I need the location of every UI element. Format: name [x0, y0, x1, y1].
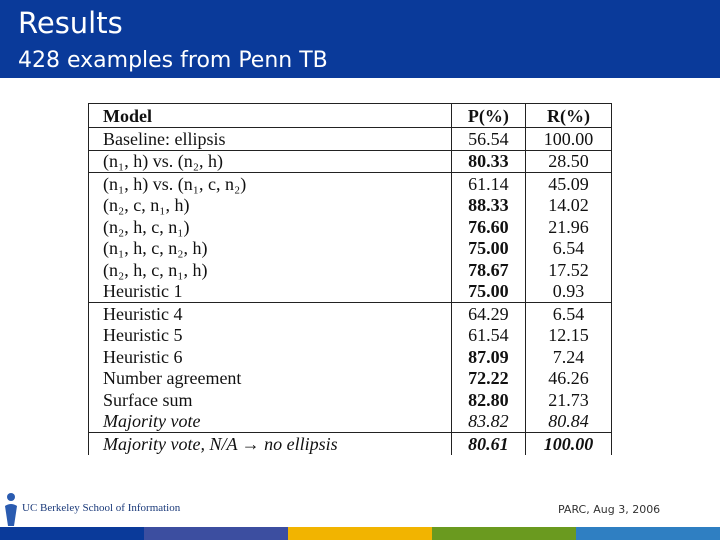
- value-cell: 21.96: [525, 216, 612, 238]
- results-table: Model P(%) R(%) Baseline: ellipsis 56.54 100.…: [88, 103, 612, 455]
- table-row: Heuristic 4 64.29 6.54: [89, 302, 612, 325]
- model-cell: (n₁, h) vs. (n₂, h): [88, 150, 452, 173]
- value-cell: 56.54: [450, 127, 526, 151]
- table-row: (n₂, h, c, n₁) 76.60 21.96: [89, 216, 612, 238]
- model-cell: (n₁, h) vs. (n₁, c, n₂): [103, 173, 247, 194]
- column-header: Model: [88, 103, 452, 128]
- model-cell: (n₁, h, c, n₂, h): [103, 238, 208, 259]
- model-cell: Heuristic 5: [103, 325, 183, 346]
- model-cell: (n₂, c, n₁, h): [103, 195, 190, 216]
- slide-subtitle: 428 examples from Penn TB: [18, 48, 328, 73]
- value-cell: 87.09: [450, 346, 526, 368]
- header-band: Results 428 examples from Penn TB: [0, 0, 720, 78]
- value-cell: 76.60: [450, 216, 526, 238]
- table-row: Baseline: ellipsis 56.54 100.00: [88, 127, 612, 151]
- model-cell: Heuristic 4: [103, 303, 183, 324]
- value-cell: 82.80: [450, 389, 526, 411]
- value-cell: 14.02: [525, 194, 612, 216]
- value-cell: 46.26: [525, 367, 612, 389]
- value-cell: 100.00: [525, 432, 612, 455]
- table-row: (n₂, c, n₁, h) 88.33 14.02: [89, 194, 612, 216]
- table-row: Heuristic 1 75.00 0.93: [88, 280, 612, 303]
- value-cell: 61.14: [450, 172, 526, 195]
- value-cell: 12.15: [525, 324, 612, 346]
- value-cell: 6.54: [525, 237, 612, 259]
- model-cell: Heuristic 1: [88, 280, 452, 303]
- column-header: R(%): [525, 103, 612, 128]
- model-cell: Majority vote, N/A → no ellipsis: [103, 433, 338, 454]
- model-cell: Heuristic 6: [103, 346, 183, 367]
- table-row: Number agreement 72.22 46.26: [89, 367, 612, 389]
- value-cell: 88.33: [450, 194, 526, 216]
- value-cell: 75.00: [450, 237, 526, 259]
- model-cell: Baseline: ellipsis: [88, 127, 452, 151]
- table-row: (n₂, h, c, n₁, h) 78.67 17.52: [89, 259, 612, 281]
- value-cell: 72.22: [450, 367, 526, 389]
- value-cell: 6.54: [525, 302, 612, 325]
- value-cell: 75.00: [450, 280, 526, 303]
- value-cell: 100.00: [525, 127, 612, 151]
- table-row: Heuristic 5 61.54 12.15: [89, 324, 612, 346]
- value-cell: 78.67: [450, 259, 526, 281]
- table-row: Majority vote, N/A → no ellipsis 80.61 100…: [89, 432, 612, 455]
- logo-icon: [5, 493, 17, 526]
- footer-bar: [0, 527, 720, 540]
- model-cell: Number agreement: [103, 368, 242, 389]
- footer-note: PARC, Aug 3, 2006: [558, 503, 661, 516]
- model-cell: (n₂, h, c, n₁, h): [103, 259, 208, 280]
- model-cell: (n₂, h, c, n₁): [103, 216, 190, 237]
- value-cell: 80.33: [450, 150, 526, 173]
- header-row: Model P(%) R(%): [88, 103, 612, 128]
- value-cell: 7.24: [525, 346, 612, 368]
- value-cell: 21.73: [525, 389, 612, 411]
- value-cell: 80.84: [525, 410, 612, 433]
- slide-title: Results: [18, 6, 123, 40]
- model-cell: Surface sum: [103, 389, 193, 410]
- table-row: Majority vote 83.82 80.84: [88, 410, 612, 433]
- value-cell: 0.93: [525, 280, 612, 303]
- value-cell: 17.52: [525, 259, 612, 281]
- value-cell: 83.82: [450, 410, 526, 433]
- value-cell: 28.50: [525, 150, 612, 173]
- value-cell: 61.54: [450, 324, 526, 346]
- value-cell: 80.61: [450, 432, 526, 455]
- table-row: Heuristic 6 87.09 7.24: [89, 346, 612, 368]
- value-cell: 45.09: [525, 172, 612, 195]
- table-row: (n₁, h) vs. (n₁, c, n₂) 61.14 45.09: [89, 172, 612, 195]
- column-header: P(%): [450, 103, 526, 128]
- model-cell: Majority vote: [88, 410, 452, 433]
- table-row: (n₁, h, c, n₂, h) 75.00 6.54: [89, 237, 612, 259]
- table-row: (n₁, h) vs. (n₂, h) 80.33 28.50: [88, 150, 612, 173]
- logo-text: UC Berkeley School of Information: [22, 502, 181, 514]
- value-cell: 64.29: [450, 302, 526, 325]
- table-row: Surface sum 82.80 21.73: [89, 389, 612, 411]
